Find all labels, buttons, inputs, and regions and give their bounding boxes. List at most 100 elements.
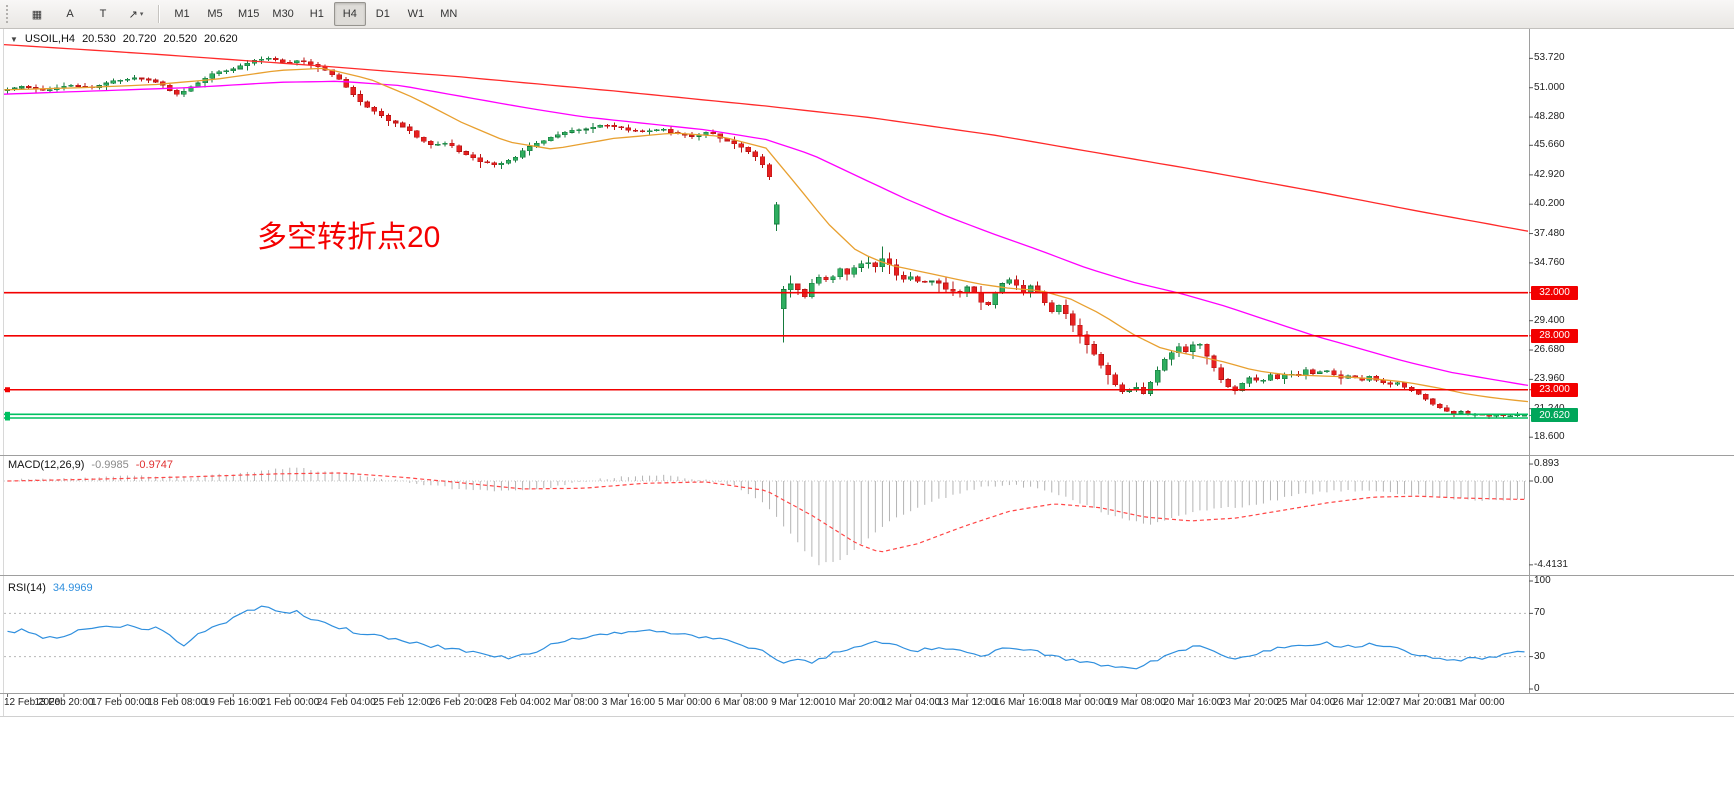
text-tool-button[interactable]: T xyxy=(87,2,119,26)
price-tick-label: 48.280 xyxy=(1534,111,1565,123)
price-tick-label: 21.240 xyxy=(1534,403,1565,415)
cursor-tool-button[interactable]: A xyxy=(54,2,86,26)
time-label: 12 Mar 04:00 xyxy=(881,697,941,708)
timeframe-button-m15[interactable]: M15 xyxy=(238,8,260,20)
time-label: 25 Mar 04:00 xyxy=(1276,697,1336,708)
timeframe-button-d1[interactable]: D1 xyxy=(375,8,390,20)
candles-layer xyxy=(4,56,1528,419)
hline-handle[interactable] xyxy=(5,387,10,393)
price-badge: 28.000 xyxy=(1531,328,1578,343)
macd-axis-label: 0.00 xyxy=(1534,475,1554,486)
time-label: 18 Mar 00:00 xyxy=(1050,697,1110,708)
time-label: 13 Feb 20:00 xyxy=(34,697,94,708)
price-tick-label: 45.660 xyxy=(1534,139,1565,151)
rsi-axis-label: 0 xyxy=(1534,683,1540,694)
timeframe-button-h1[interactable]: H1 xyxy=(309,8,324,20)
drawing-tools-group: ▦ A T ↗ ▾ xyxy=(21,2,152,26)
rsi-axis-label: 30 xyxy=(1534,650,1546,662)
time-label: 17 Feb 00:00 xyxy=(90,697,150,708)
timeframes-group: M1 M5 M15 M30 H1 H4 D1 W1 MN xyxy=(166,2,465,26)
price-tick-label: 26.680 xyxy=(1534,344,1565,356)
time-label: 19 Mar 08:00 xyxy=(1106,697,1166,708)
price-tick-label: 53.720 xyxy=(1534,52,1565,64)
chart-mode-icon: ▦ xyxy=(31,8,43,21)
text-tool-icon: T xyxy=(99,8,107,20)
lines-layer xyxy=(4,291,1528,421)
rsi-axis-label: 70 xyxy=(1534,607,1546,619)
time-label: 2 Mar 08:00 xyxy=(545,697,599,708)
price-axis[interactable] xyxy=(1530,28,1734,693)
time-label: 31 Mar 00:00 xyxy=(1445,697,1505,708)
arrows-tool-icon: ↗ xyxy=(128,8,138,21)
price-badge: 32.000 xyxy=(1531,285,1578,300)
time-label: 12 Feb 2020 xyxy=(4,697,61,708)
time-label: 13 Mar 12:00 xyxy=(937,697,997,708)
rsi-axis-label: 100 xyxy=(1534,575,1551,586)
collapse-icon[interactable]: ▼ xyxy=(10,35,18,44)
time-label: 18 Feb 08:00 xyxy=(147,697,207,708)
time-label: 27 Mar 20:00 xyxy=(1389,697,1449,708)
macd-axis-label: 0.893 xyxy=(1534,458,1560,470)
quote-open: 20.530 xyxy=(82,33,116,45)
timeframe-button-mn[interactable]: MN xyxy=(440,8,458,20)
price-tick-label: 51.000 xyxy=(1534,81,1565,93)
price-badge: 23.000 xyxy=(1531,382,1578,397)
toolbar: ▦ A T ↗ ▾ M1 M5 M15 M30 H1 H4 D1 W1 MN xyxy=(0,0,1734,29)
green-line-handle[interactable] xyxy=(5,411,10,417)
time-label: 9 Mar 12:00 xyxy=(771,697,825,708)
chart-mode-button[interactable]: ▦ xyxy=(21,2,53,26)
rsi-header: RSI(14) 34.9969 xyxy=(8,582,93,594)
frame-layer xyxy=(0,28,1734,717)
arrows-tool-button[interactable]: ↗ ▾ xyxy=(120,2,152,26)
symbol-label: USOIL,H4 xyxy=(24,33,76,45)
time-label: 6 Mar 08:00 xyxy=(714,697,768,708)
mas-layer xyxy=(3,43,1529,403)
time-label: 26 Mar 12:00 xyxy=(1332,697,1392,708)
price-tick-label: 34.760 xyxy=(1534,256,1565,268)
price-tick-label: 18.600 xyxy=(1534,431,1565,443)
rsiL-layer xyxy=(4,605,1528,670)
macd-main-value: -0.9985 xyxy=(91,459,129,471)
green-line-handle[interactable] xyxy=(5,415,10,421)
quote-high: 20.720 xyxy=(122,33,157,45)
chevron-down-icon: ▾ xyxy=(139,11,144,18)
macd-title: MACD(12,26,9) xyxy=(8,459,85,471)
time-label: 19 Feb 16:00 xyxy=(203,697,263,708)
macd-axis-label: -4.4131 xyxy=(1534,558,1568,570)
cursor-tool-icon: A xyxy=(66,8,74,20)
time-label: 24 Feb 04:00 xyxy=(316,697,376,708)
time-label: 28 Feb 04:00 xyxy=(486,697,545,708)
toolbar-separator xyxy=(158,5,160,23)
price-tick-label: 29.400 xyxy=(1534,314,1565,326)
macd-header: MACD(12,26,9) -0.9985 -0.9747 xyxy=(8,459,173,471)
timeframe-button-m30[interactable]: M30 xyxy=(272,8,294,20)
timeframe-button-m1[interactable]: M1 xyxy=(174,8,190,20)
price-tick-label: 37.480 xyxy=(1534,227,1565,239)
rsi-value: 34.9969 xyxy=(52,582,93,594)
macd-signal-value: -0.9747 xyxy=(135,459,174,471)
price-tick-label: 23.960 xyxy=(1534,373,1565,385)
time-label: 21 Feb 00:00 xyxy=(260,697,320,708)
price-badge: 20.620 xyxy=(1531,408,1578,423)
timeframe-button-h4[interactable]: H4 xyxy=(333,2,366,26)
time-label: 3 Mar 16:00 xyxy=(601,697,656,708)
toolbar-grip[interactable] xyxy=(6,5,15,23)
time-label: 25 Feb 12:00 xyxy=(373,697,433,708)
time-label: 16 Mar 16:00 xyxy=(994,697,1053,708)
time-label: 26 Feb 20:00 xyxy=(429,697,489,708)
quote-low: 20.520 xyxy=(163,33,198,45)
time-label: 23 Mar 20:00 xyxy=(1219,697,1279,708)
timeframe-button-w1[interactable]: W1 xyxy=(407,8,425,20)
price-tick-label: 40.200 xyxy=(1534,198,1565,210)
axis-layer xyxy=(7,57,1533,697)
time-label: 20 Mar 16:00 xyxy=(1163,697,1223,708)
timeframe-button-m5[interactable]: M5 xyxy=(207,8,223,20)
chart-annotation[interactable]: 多空转折点20 xyxy=(257,221,441,254)
symbol-header: ▼ USOIL,H4 20.530 20.720 20.520 20.620 xyxy=(10,33,238,45)
time-label: 5 Mar 00:00 xyxy=(658,697,712,708)
rsi-title: RSI(14) xyxy=(8,582,46,594)
macdL-layer xyxy=(4,467,1528,566)
quote-close: 20.620 xyxy=(204,33,238,45)
